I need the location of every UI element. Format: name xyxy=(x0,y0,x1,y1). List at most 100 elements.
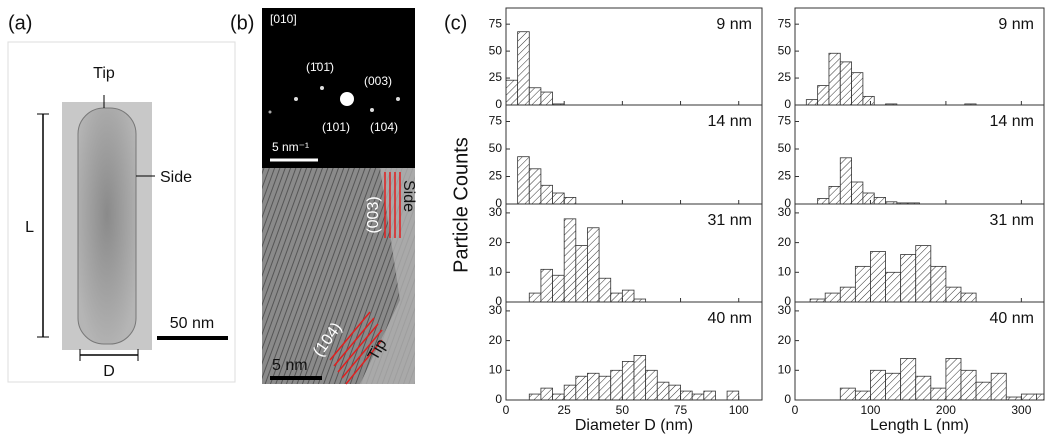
y-tick-label: 50 xyxy=(489,141,503,155)
bars xyxy=(809,245,977,302)
x-tick-label: 200 xyxy=(936,403,956,417)
spot-label: (104) xyxy=(370,120,398,134)
bar xyxy=(960,292,977,302)
y-tick-label: 75 xyxy=(489,114,503,128)
x-tick-label: 25 xyxy=(558,403,572,417)
y-tick-label: 20 xyxy=(489,333,503,347)
spot xyxy=(396,97,400,101)
particle xyxy=(77,107,137,345)
y-tick-label: 0 xyxy=(784,97,791,111)
bars xyxy=(517,156,577,204)
bar xyxy=(885,271,902,302)
y-tick-label: 50 xyxy=(778,43,792,57)
y-tick-label: 0 xyxy=(495,196,502,210)
x-tick-label: 50 xyxy=(616,403,630,417)
central-spot xyxy=(340,92,354,106)
bar xyxy=(680,390,693,400)
y-tick-label: 25 xyxy=(489,70,503,84)
y-tick-label: 0 xyxy=(495,97,502,111)
bar xyxy=(633,298,647,302)
panel-a: (a) Tip Side L D 50 nm xyxy=(7,12,236,383)
bar xyxy=(528,393,542,400)
zone-axis: [010] xyxy=(270,12,297,26)
spot-label: (003) xyxy=(364,74,392,88)
bar xyxy=(610,369,623,400)
bar xyxy=(915,375,932,400)
scale-label: 50 nm xyxy=(170,315,214,332)
x-tick-label: 300 xyxy=(1011,403,1031,417)
annotation: 40 nm xyxy=(708,310,752,327)
bar xyxy=(691,393,705,400)
annotation: 14 nm xyxy=(990,113,1034,130)
bar xyxy=(828,52,841,105)
bar xyxy=(945,358,962,400)
y-tick-label: 50 xyxy=(489,43,503,57)
bar xyxy=(703,390,716,400)
y-tick-label: 20 xyxy=(489,235,503,249)
bars xyxy=(528,218,647,302)
panel-label: (b) xyxy=(230,12,254,34)
bar xyxy=(563,196,577,204)
spot-label: (1̄01̄) xyxy=(306,60,334,74)
spot xyxy=(320,86,324,90)
annotation: 31 nm xyxy=(708,212,752,229)
bar xyxy=(839,61,852,105)
bar xyxy=(575,375,588,400)
bar xyxy=(870,251,886,302)
y-tick-label: 0 xyxy=(495,294,502,308)
x-tick-label: 100 xyxy=(860,403,880,417)
bar xyxy=(587,372,600,400)
y-tick-label: 20 xyxy=(778,333,792,347)
diameter-label: D xyxy=(103,363,115,380)
bar xyxy=(851,181,864,204)
y-tick-label: 25 xyxy=(778,169,792,183)
y-axis-label: Particle Counts xyxy=(450,137,472,273)
annotation: 31 nm xyxy=(990,212,1034,229)
y-tick-label: 10 xyxy=(489,264,503,278)
spot xyxy=(370,108,374,112)
plot-frame xyxy=(505,301,763,401)
y-tick-label: 20 xyxy=(778,235,792,249)
y-tick-label: 30 xyxy=(778,205,792,219)
y-tick-label: 75 xyxy=(778,114,792,128)
spot xyxy=(294,97,298,101)
y-tick-label: 30 xyxy=(489,303,503,317)
bar xyxy=(817,198,830,204)
bar xyxy=(805,99,819,105)
bar xyxy=(552,393,565,400)
bar xyxy=(862,192,875,204)
bar xyxy=(915,245,932,302)
bar xyxy=(540,268,553,302)
panel-label: (c) xyxy=(444,12,467,34)
bars xyxy=(805,52,977,105)
bar xyxy=(964,103,977,105)
bar xyxy=(851,72,864,105)
bar xyxy=(975,381,992,400)
y-tick-label: 25 xyxy=(489,169,503,183)
annotation: 9 nm xyxy=(716,16,752,33)
spot-label: (101) xyxy=(322,120,350,134)
bar xyxy=(870,369,886,400)
x-tick-label: 0 xyxy=(503,403,510,417)
annotation: 14 nm xyxy=(708,113,752,130)
annotation: 9 nm xyxy=(998,16,1034,33)
bar xyxy=(517,31,530,105)
bar xyxy=(873,196,886,204)
histogram-panel: 0 25 50 75 14 nm xyxy=(489,104,763,210)
bar xyxy=(854,265,871,302)
y-tick-label: 0 xyxy=(784,392,791,406)
bar xyxy=(506,79,519,105)
bar xyxy=(930,265,947,302)
bar xyxy=(885,372,902,400)
bar xyxy=(1036,393,1044,400)
histogram-panel: 0 10 20 30 0 25 50 75 100 40 nm Diameter D (nm) xyxy=(489,301,763,434)
bars xyxy=(817,157,920,204)
bar xyxy=(540,387,553,400)
panel-b: (b) [010] (1̄01̄) (003) (101) (104) 5 nm… xyxy=(230,8,417,385)
bar xyxy=(854,390,871,400)
spot xyxy=(268,110,272,114)
y-tick-label: 75 xyxy=(489,16,503,30)
